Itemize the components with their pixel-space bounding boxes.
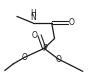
Text: O: O [32, 31, 38, 40]
Text: N: N [30, 13, 36, 22]
Text: O: O [22, 53, 27, 62]
Text: P: P [42, 44, 47, 53]
Text: H: H [30, 9, 36, 18]
Text: O: O [69, 18, 75, 27]
Text: O: O [55, 55, 61, 64]
